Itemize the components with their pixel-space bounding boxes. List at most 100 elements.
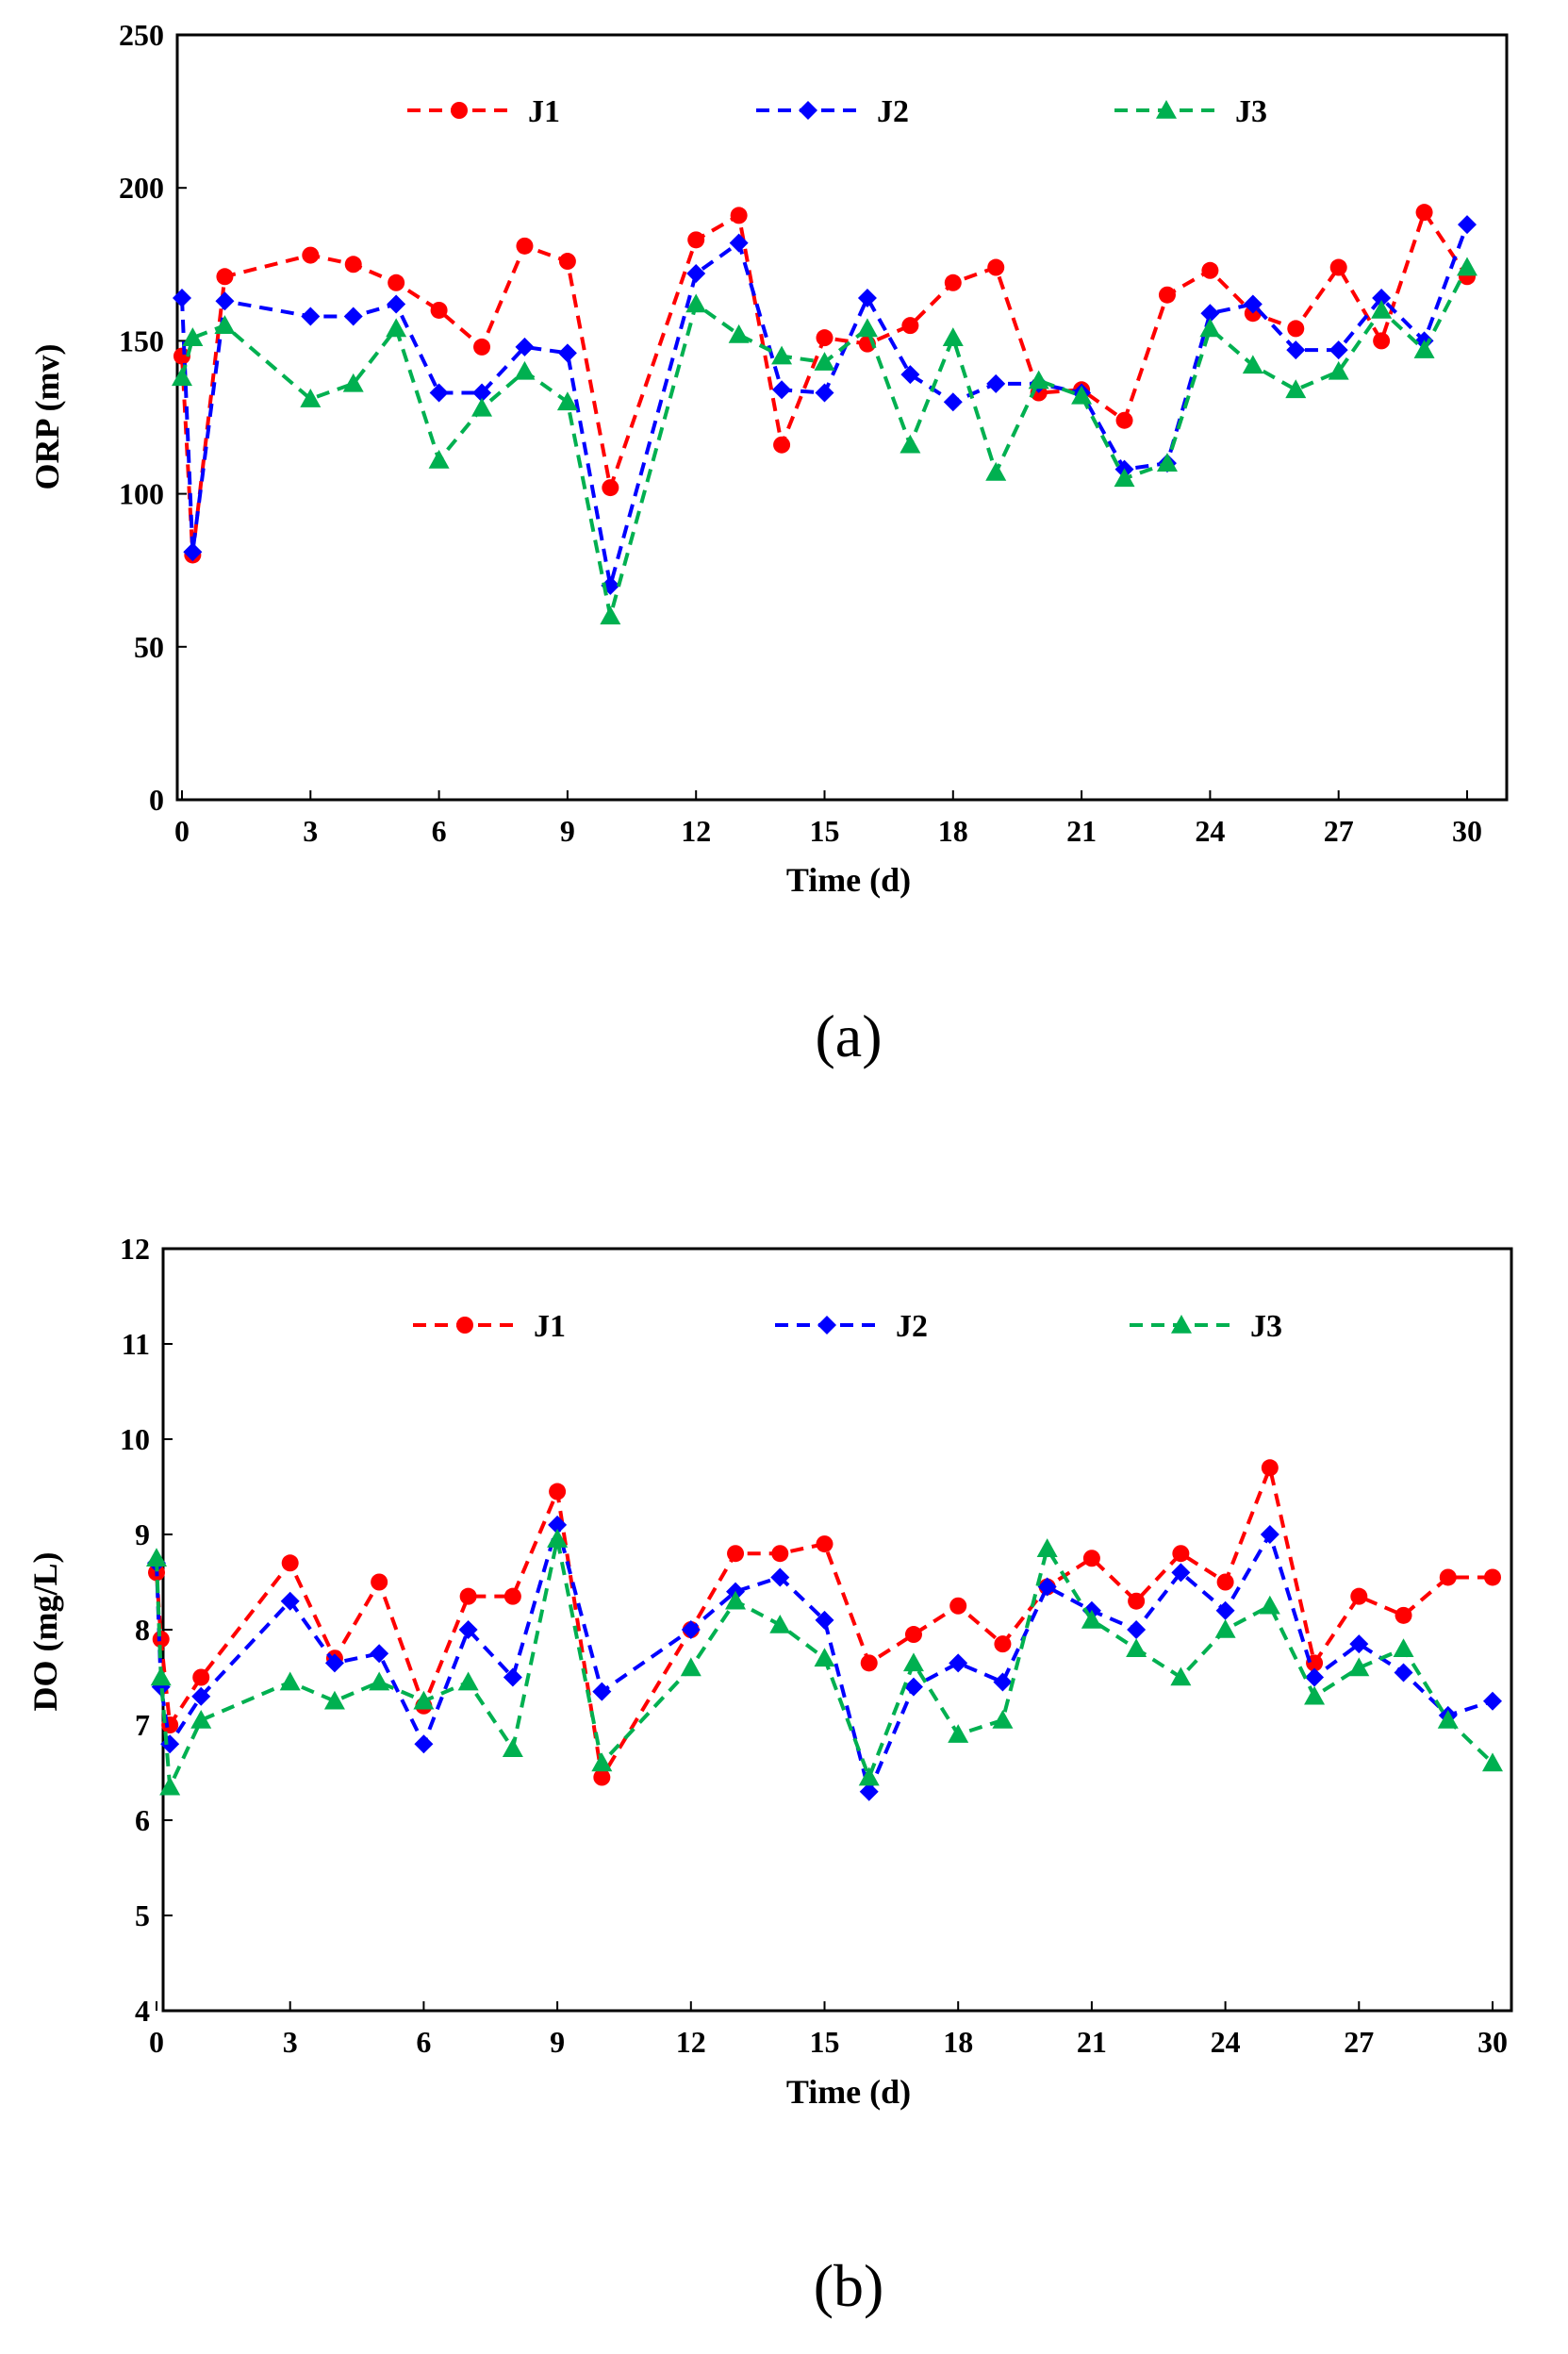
data-point-j2 bbox=[503, 1667, 522, 1687]
data-point-j2 bbox=[1171, 1563, 1191, 1583]
data-point-j1 bbox=[949, 1597, 967, 1615]
data-point-j1 bbox=[459, 1587, 477, 1605]
data-point-j3 bbox=[323, 1690, 345, 1710]
data-point-j3 bbox=[1482, 1752, 1503, 1772]
data-point-j3 bbox=[771, 345, 793, 365]
data-point-j1 bbox=[994, 1635, 1012, 1653]
data-point-j3 bbox=[556, 391, 578, 411]
data-point-j1 bbox=[771, 1545, 789, 1563]
data-point-j3 bbox=[725, 1590, 747, 1610]
data-point-j3 bbox=[685, 293, 707, 313]
data-point-j1 bbox=[602, 479, 619, 497]
y-tick-label: 9 bbox=[135, 1517, 150, 1551]
data-point-j3 bbox=[279, 1671, 301, 1691]
data-point-j2 bbox=[548, 1515, 568, 1534]
x-tick-label: 21 bbox=[1077, 2025, 1107, 2059]
plot-area-frame bbox=[161, 1247, 1513, 2013]
y-tick-label: 150 bbox=[119, 323, 164, 357]
data-point-j2 bbox=[1260, 1525, 1279, 1544]
data-point-j3 bbox=[769, 1614, 791, 1633]
data-point-j3 bbox=[1071, 385, 1093, 405]
data-point-j2 bbox=[943, 392, 963, 412]
data-point-j3 bbox=[159, 1776, 181, 1796]
data-point-j1 bbox=[503, 1587, 521, 1605]
data-point-j1 bbox=[216, 268, 234, 286]
data-point-j3 bbox=[1413, 340, 1435, 358]
x-tick-label: 3 bbox=[303, 814, 318, 848]
x-tick-label: 6 bbox=[416, 2025, 431, 2059]
y-tick-label: 0 bbox=[149, 783, 164, 817]
data-point-j3 bbox=[386, 318, 407, 338]
data-point-j3 bbox=[190, 1709, 212, 1729]
data-point-j3 bbox=[1126, 1638, 1147, 1657]
data-point-j1 bbox=[1287, 320, 1305, 338]
legend-marker-j3 bbox=[1156, 100, 1177, 119]
data-point-j1 bbox=[344, 256, 362, 274]
data-point-j1 bbox=[816, 1535, 834, 1553]
data-point-j1 bbox=[1484, 1568, 1501, 1586]
data-point-j2 bbox=[1305, 1667, 1325, 1687]
data-point-j2 bbox=[429, 383, 449, 403]
y-tick-label: 7 bbox=[135, 1708, 150, 1742]
data-point-j3 bbox=[858, 1766, 880, 1786]
data-point-j2 bbox=[472, 383, 492, 403]
data-point-j1 bbox=[430, 301, 448, 319]
data-point-j3 bbox=[547, 1529, 569, 1548]
data-point-j3 bbox=[1199, 318, 1221, 338]
legend: J1 J2 J3 bbox=[407, 94, 1267, 129]
data-point-j2 bbox=[183, 542, 203, 562]
data-point-j2 bbox=[949, 1653, 968, 1673]
x-tick-label: 0 bbox=[149, 2025, 164, 2059]
data-point-j3 bbox=[1457, 257, 1477, 276]
data-point-j3 bbox=[948, 1724, 969, 1743]
data-point-j2 bbox=[859, 1782, 879, 1801]
data-point-j2 bbox=[815, 1610, 834, 1630]
y-tick-label: 8 bbox=[135, 1613, 150, 1647]
legend-marker-j2 bbox=[799, 101, 817, 120]
panel-label-a: (a) bbox=[815, 1003, 882, 1069]
y-tick-label: 100 bbox=[119, 477, 164, 511]
data-point-j3 bbox=[985, 461, 1007, 481]
legend-marker-j2 bbox=[817, 1316, 836, 1334]
data-point-j1 bbox=[727, 1545, 745, 1563]
data-point-j1 bbox=[1373, 332, 1391, 350]
data-point-j2 bbox=[458, 1620, 478, 1639]
y-axis-title: DO (mg/L) bbox=[26, 1552, 64, 1712]
y-tick-label: 250 bbox=[119, 18, 164, 52]
data-point-j2 bbox=[370, 1644, 389, 1664]
x-axis-title: Time (d) bbox=[786, 2073, 911, 2111]
data-point-j3 bbox=[992, 1709, 1014, 1729]
x-tick-label: 3 bbox=[283, 2025, 298, 2059]
data-point-j1 bbox=[1201, 261, 1219, 279]
series-layer bbox=[172, 204, 1477, 625]
data-point-j2 bbox=[993, 1672, 1013, 1692]
data-point-j2 bbox=[729, 233, 749, 253]
data-point-j2 bbox=[815, 383, 834, 403]
data-point-j1 bbox=[1216, 1573, 1234, 1591]
x-axis-title: Time (d) bbox=[786, 861, 911, 899]
data-point-j2 bbox=[1458, 215, 1477, 235]
legend-label-j2: J2 bbox=[896, 1309, 928, 1344]
data-point-j3 bbox=[902, 1652, 924, 1672]
data-point-j2 bbox=[903, 1677, 923, 1697]
data-point-j2 bbox=[986, 373, 1006, 393]
x-tick-label: 21 bbox=[1066, 814, 1097, 848]
series-line-j2 bbox=[180, 224, 1469, 588]
y-tick-label: 6 bbox=[135, 1803, 150, 1837]
data-point-j2 bbox=[301, 307, 321, 326]
data-point-j3 bbox=[342, 373, 364, 392]
y-tick-label: 11 bbox=[122, 1327, 150, 1361]
data-point-j1 bbox=[1439, 1568, 1457, 1586]
legend-label-j2: J2 bbox=[877, 94, 909, 129]
data-point-j3 bbox=[856, 318, 878, 338]
data-point-j3 bbox=[146, 1548, 167, 1567]
x-axis-ticks: 0 3 6 9 12 15 18 21 24 27 30 bbox=[149, 2001, 1508, 2059]
y-tick-label: 4 bbox=[135, 1994, 150, 2028]
data-point-j3 bbox=[1214, 1619, 1236, 1638]
data-point-j1 bbox=[558, 253, 576, 271]
x-tick-label: 30 bbox=[1477, 2025, 1508, 2059]
data-point-j2 bbox=[324, 1653, 344, 1673]
data-point-j2 bbox=[1329, 340, 1348, 360]
